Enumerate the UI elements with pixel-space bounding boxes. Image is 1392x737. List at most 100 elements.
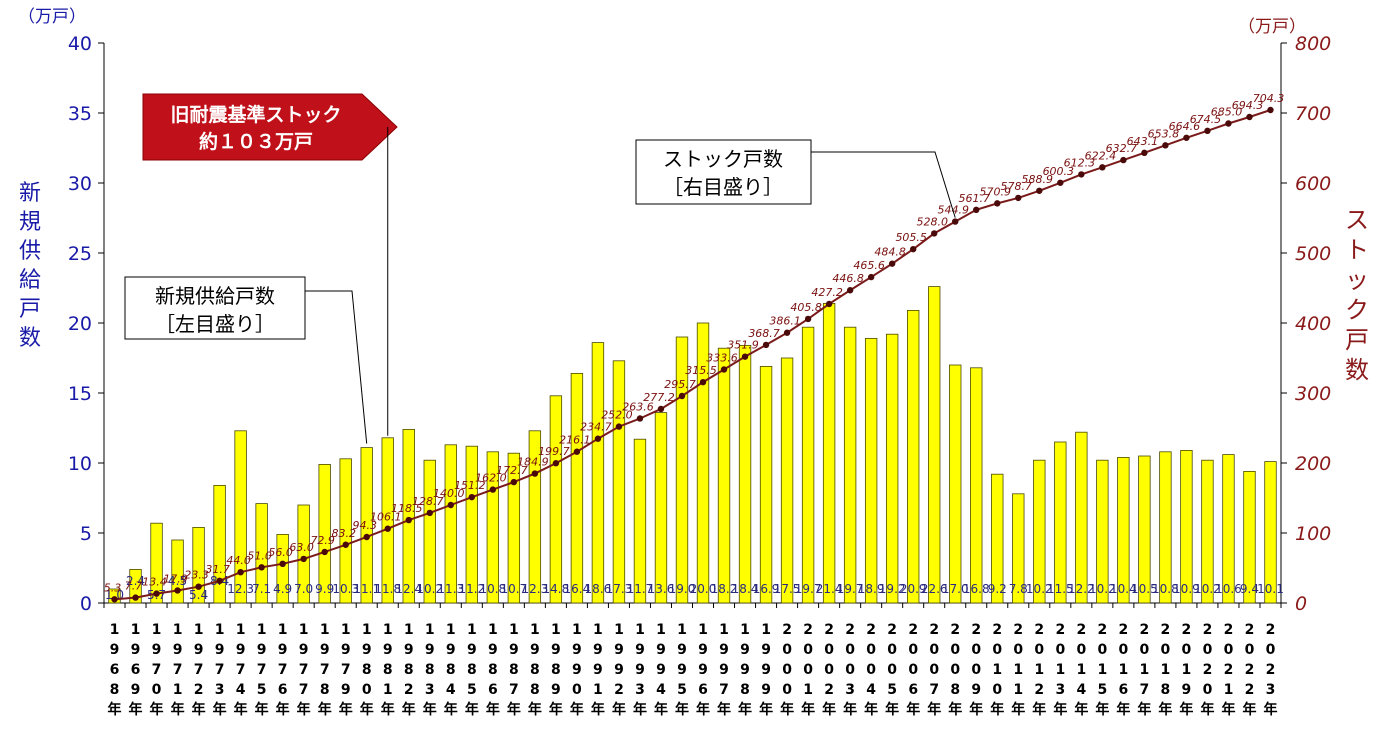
left-axis-title-text: 新規供給戸数 [19,181,41,351]
stock-point-label: 333.6 [706,351,738,364]
supply-bar-label: 11.8 [374,582,401,596]
stock-point [994,200,1001,207]
right-tick-label: 400 [1295,313,1331,335]
stock-point-label: 578.7 [1001,180,1033,193]
supply-bar [129,569,142,604]
supply-bar [213,484,226,604]
stock-point-label: 465.6 [853,259,885,272]
stock-point [237,569,244,576]
stock-point [1246,113,1253,121]
right-tick-label: 500 [1295,243,1331,265]
supply-bar-label: 10.5 [1131,582,1158,596]
supply-bar-label: 7.0 [294,582,313,596]
stock-point-label: 151.2 [454,479,486,492]
stock-point-label: 199.7 [538,445,570,458]
stock-line [111,106,1274,603]
supply-bar-label: 12.3 [522,582,549,596]
stock-point [867,273,875,281]
stock-point-label: 7.7 [125,580,143,593]
supply-bar-label: 9.4 [1240,582,1259,596]
supply-bar [255,503,268,604]
supply-bar-label: 22.6 [921,582,948,596]
supply-bar-label: 13.6 [648,582,675,596]
supply-bar [801,326,815,604]
supply-bar [1180,449,1193,604]
right-tick-label: 700 [1295,103,1331,125]
supply-bar [864,337,878,604]
supply-bar [150,522,163,604]
supply-bar-label: 9.9 [315,582,334,596]
supply-bar [949,364,962,604]
supply-bar-label: 21.4 [816,582,843,596]
supply-bar [907,309,920,604]
supply-bar [822,302,836,604]
supply-bar [528,430,542,604]
stock-point [888,260,896,267]
supply-bar [234,430,247,604]
supply-bar [1012,493,1025,604]
stock-point-label: 295.7 [664,378,696,391]
stock-point-label: 56.0 [268,546,293,559]
supply-bar [423,459,436,604]
stock-point [552,460,560,467]
stock-point [531,470,539,477]
left-tick-label: 0 [80,593,92,615]
supply-bar-label: 20.9 [900,582,927,596]
supply-bar-label: 10.3 [332,582,359,596]
stock-point [195,583,202,590]
supply-bar [1075,431,1088,604]
supply-bar [696,322,710,604]
stock-point-label: 612.3 [1064,156,1096,169]
stock-point-label: 694.3 [1232,99,1264,112]
supply-bar [192,527,205,604]
supply-bar-label: 12.2 [1068,582,1095,596]
supply-bar-label: 10.9 [1173,582,1200,596]
supply-bar-label: 10.8 [479,582,506,596]
supply-bar-label: 10.2 [1026,582,1053,596]
supply-bar-label: 16.4 [564,582,591,596]
stock-point [804,315,812,323]
stock-point-label: 600.3 [1043,165,1075,178]
stock-point-label: 570.9 [980,185,1012,198]
supply-bar-label: 19.7 [795,582,822,596]
stock-point-label: 315.5 [685,364,717,377]
supply-bar-label: 14.8 [543,582,570,596]
supply-bar [1159,451,1172,604]
stock-point [1015,194,1022,202]
stock-point-label: 351.9 [727,339,759,352]
supply-bar [780,357,794,604]
stock-point [426,509,433,517]
callout-right-line2: ［右目盛り］ [663,175,783,199]
axes: 0510152025303540010020030040050060070080… [68,33,1331,615]
supply-bar-label: 18.6 [585,582,612,596]
supply-bar-label: 17.3 [606,582,633,596]
supply-bar [402,428,415,604]
left-tick-label: 40 [68,33,92,55]
supply-bar [591,342,605,604]
stock-point-label: 505.5 [895,231,927,244]
stock-point [468,493,476,501]
stock-point [1099,164,1106,171]
left-axis-title: 新規供給戸数 [19,181,41,351]
